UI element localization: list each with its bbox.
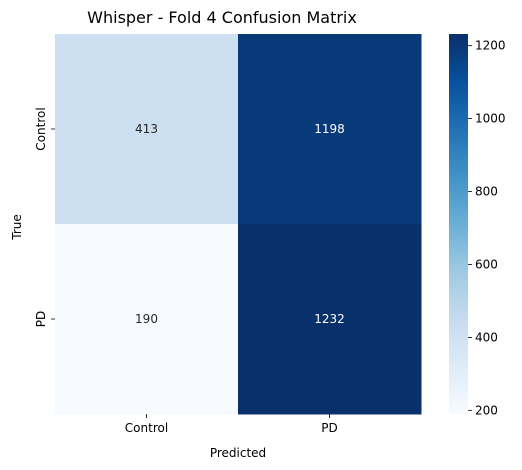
- cell-value-label: 1232: [314, 312, 345, 326]
- colorbar-tick-label: 1200: [475, 39, 506, 53]
- heatmap-cell: [55, 34, 239, 225]
- x-axis-label: Predicted: [210, 446, 266, 460]
- colorbar-tick-label: 200: [475, 403, 498, 417]
- x-axis: Control PD: [125, 414, 338, 435]
- cell-value-label: 413: [135, 122, 158, 136]
- x-tick-label: PD: [321, 421, 337, 435]
- heatmap-cell: [55, 224, 239, 415]
- heatmap-cell: [238, 224, 422, 415]
- colorbar-tick-label: 800: [475, 185, 498, 199]
- cell-value-label: 190: [135, 312, 158, 326]
- cell-value-labels: 413 1198 190 1232: [135, 122, 345, 326]
- heatmap-cell: [238, 34, 422, 225]
- colorbar: 200 400 600 800 1000 1200: [449, 34, 506, 417]
- y-axis-label: True: [10, 214, 24, 241]
- x-tick-label: Control: [125, 421, 168, 435]
- y-tick-label: PD: [34, 311, 48, 327]
- colorbar-tick-label: 600: [475, 257, 498, 271]
- heatmap-cells: [55, 34, 422, 415]
- colorbar-tick-label: 1000: [475, 112, 506, 126]
- y-tick-label: Control: [34, 107, 48, 150]
- colorbar-tick-label: 400: [475, 330, 498, 344]
- colorbar-gradient: [449, 34, 468, 414]
- chart-title: Whisper - Fold 4 Confusion Matrix: [87, 8, 357, 27]
- cell-value-label: 1198: [314, 122, 345, 136]
- y-axis: Control PD: [34, 107, 55, 327]
